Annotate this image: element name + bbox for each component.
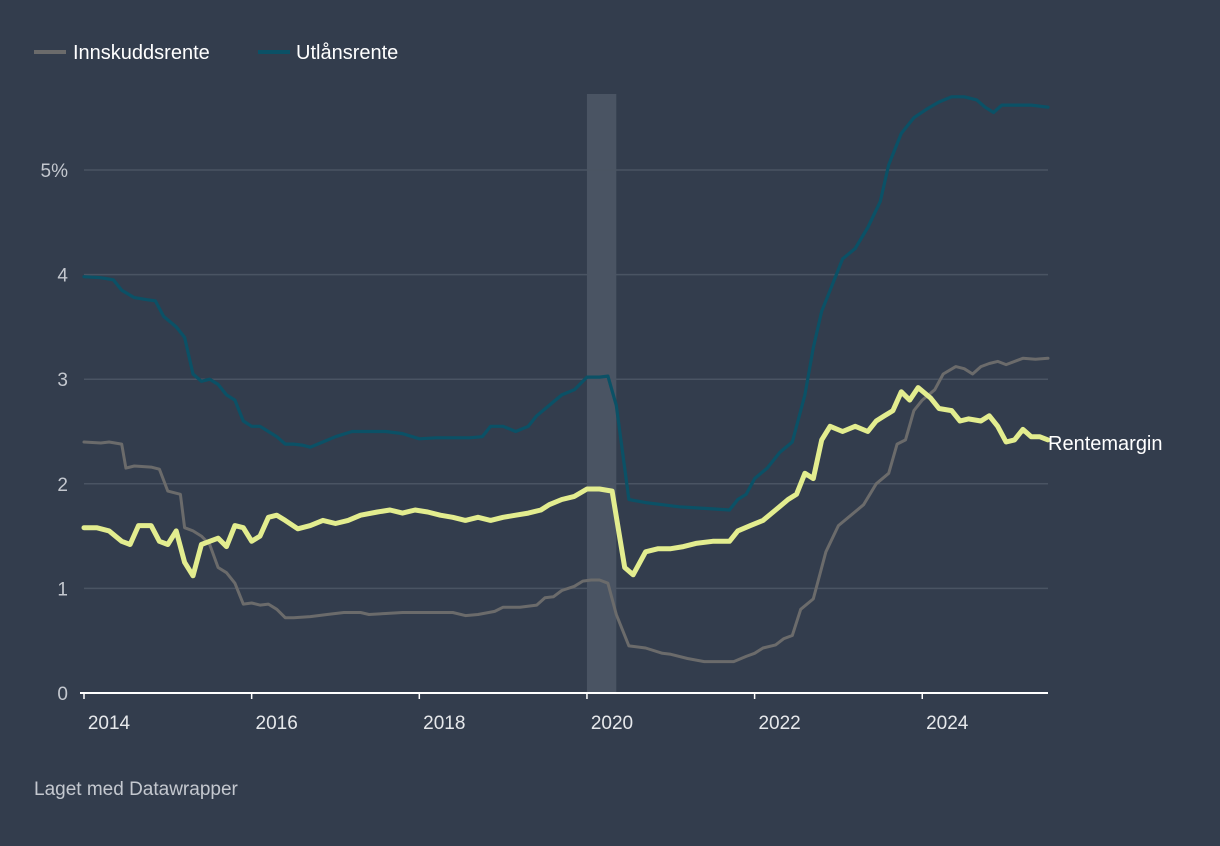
y-tick-label: 5% — [41, 161, 69, 182]
x-tick-label: 2016 — [256, 713, 298, 734]
legend: Innskuddsrente Utlånsrente — [34, 42, 398, 64]
y-tick-label: 2 — [57, 475, 68, 496]
x-tick-label: 2020 — [591, 713, 633, 734]
legend-label-utlansrente: Utlånsrente — [296, 42, 398, 64]
x-axis: 2014 2016 2018 2020 2022 2024 — [83, 693, 969, 734]
credit-text: Laget med Datawrapper — [34, 779, 239, 800]
x-tick-label: 2024 — [926, 713, 969, 734]
y-tick-label: 4 — [57, 266, 68, 287]
x-tick-label: 2018 — [423, 713, 465, 734]
y-tick-label: 1 — [57, 579, 68, 600]
end-label-rentemargin: Rentemargin — [1048, 433, 1163, 455]
series-line-rentemargin — [81, 385, 1051, 579]
grid-lines — [84, 169, 1048, 590]
x-tick-label: 2022 — [758, 713, 800, 734]
x-tick-label: 2014 — [88, 713, 131, 734]
series-line-utlansrente — [82, 95, 1050, 512]
series-line-innskuddsrente — [82, 356, 1050, 664]
legend-label-innskuddsrente: Innskuddsrente — [73, 42, 210, 64]
y-tick-label: 0 — [57, 684, 68, 705]
series-lines — [81, 95, 1051, 664]
y-tick-label: 3 — [57, 370, 68, 391]
y-axis: 0 1 2 3 4 5% — [41, 161, 69, 705]
